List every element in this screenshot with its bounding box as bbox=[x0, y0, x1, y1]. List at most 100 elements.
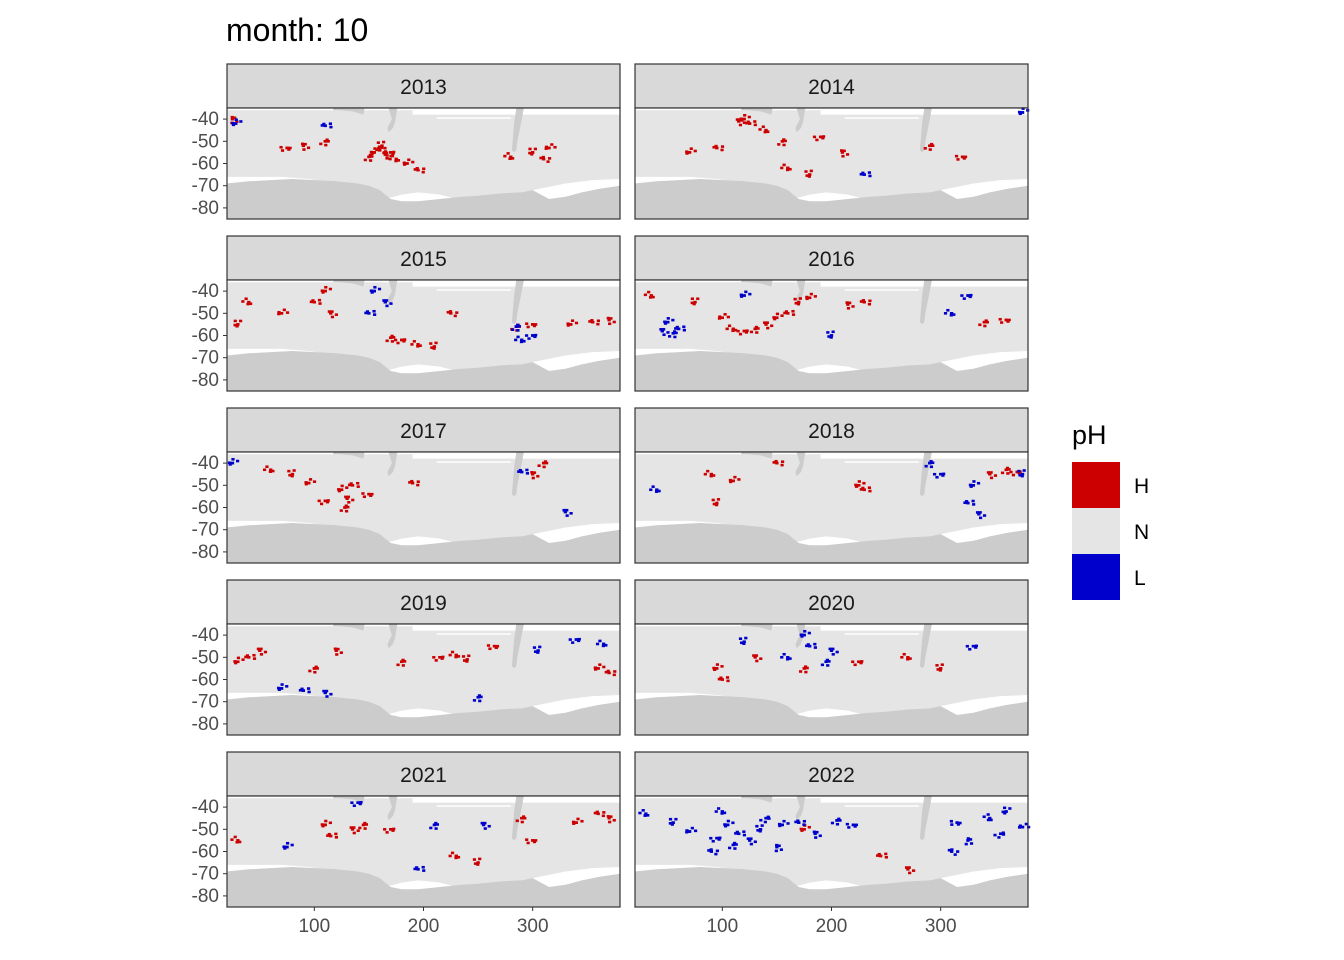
anomaly-cell-high bbox=[993, 474, 998, 477]
anomaly-cell-high bbox=[851, 660, 855, 664]
anomaly-cell-low bbox=[655, 488, 659, 492]
anomaly-cell-low bbox=[235, 459, 240, 463]
anomaly-cell-low bbox=[690, 826, 694, 830]
anomaly-cell-high bbox=[928, 144, 932, 148]
anomaly-cell-low bbox=[976, 481, 981, 485]
anomaly-cell-high bbox=[794, 301, 798, 305]
anomaly-cell-high bbox=[797, 300, 801, 304]
anomaly-cell-low bbox=[367, 312, 371, 315]
anomaly-cell-high bbox=[753, 656, 757, 659]
anomaly-cell-low bbox=[989, 818, 993, 822]
anomaly-cell-high bbox=[350, 828, 355, 831]
anomaly-cell-low bbox=[563, 510, 568, 514]
anomaly-cell-low bbox=[975, 511, 980, 514]
anomaly-cell-high bbox=[408, 481, 412, 484]
anomaly-cell-high bbox=[606, 316, 610, 320]
anomaly-cell-low bbox=[829, 334, 834, 337]
anomaly-cell-low bbox=[538, 645, 542, 649]
ocean-normal-region bbox=[635, 454, 1028, 546]
anomaly-cell-low bbox=[277, 688, 281, 691]
anomaly-cell-low bbox=[434, 821, 438, 825]
anomaly-cell-low bbox=[756, 829, 760, 832]
anomaly-cell-high bbox=[317, 298, 322, 302]
facet-strip bbox=[634, 63, 1029, 109]
anomaly-cell-high bbox=[288, 146, 292, 150]
anomaly-cell-low bbox=[825, 658, 829, 662]
anomaly-cell-low bbox=[323, 124, 327, 128]
y-tick-label: -50 bbox=[192, 819, 219, 840]
anomaly-cell-high bbox=[770, 324, 774, 328]
anomaly-cell-high bbox=[245, 654, 250, 657]
anomaly-cell-low bbox=[928, 461, 932, 465]
anomaly-cell-low bbox=[1020, 111, 1025, 114]
anomaly-cell-low bbox=[786, 656, 790, 659]
anomaly-cell-high bbox=[383, 828, 387, 831]
anomaly-cell-high bbox=[692, 302, 696, 306]
anomaly-cell-high bbox=[1007, 468, 1011, 471]
anomaly-cell-high bbox=[319, 502, 324, 506]
ocean-normal-region bbox=[227, 454, 620, 546]
anomaly-cell-high bbox=[403, 338, 407, 341]
anomaly-cell-low bbox=[487, 824, 491, 828]
antarctica-landmass bbox=[635, 867, 1028, 907]
anomaly-cell-high bbox=[279, 312, 284, 315]
anomaly-cell-high bbox=[693, 300, 697, 304]
anomaly-cell-high bbox=[400, 338, 404, 342]
anomaly-cell-high bbox=[315, 667, 319, 670]
anomaly-cell-low bbox=[660, 329, 664, 333]
legend-label-low: L bbox=[1134, 567, 1146, 590]
anomaly-cell-high bbox=[249, 302, 253, 306]
facet-strip bbox=[634, 751, 1029, 797]
anomaly-cell-high bbox=[391, 829, 395, 832]
anomaly-cell-low bbox=[476, 695, 480, 699]
anomaly-cell-low bbox=[818, 834, 822, 838]
anomaly-cell-low bbox=[744, 636, 748, 640]
anomaly-cell-high bbox=[798, 670, 803, 673]
anomaly-cell-high bbox=[904, 866, 909, 869]
australia-landmass bbox=[332, 624, 365, 631]
new-zealand-landmass bbox=[387, 108, 398, 133]
anomaly-cell-low bbox=[949, 819, 953, 823]
anomaly-cell-low bbox=[1001, 831, 1005, 835]
anomaly-cell-low bbox=[672, 330, 677, 333]
anomaly-cell-high bbox=[802, 828, 806, 831]
anomaly-cell-high bbox=[756, 327, 760, 330]
anomaly-cell-low bbox=[649, 488, 653, 492]
anomaly-cell-high bbox=[532, 471, 537, 474]
anomaly-cell-high bbox=[936, 668, 940, 671]
anomaly-cell-high bbox=[401, 658, 405, 662]
anomaly-cell-low bbox=[803, 629, 807, 633]
south-america-landmass bbox=[919, 280, 932, 325]
facet-strip-label: 2013 bbox=[400, 76, 447, 99]
anomaly-cell-high bbox=[808, 173, 812, 176]
anomaly-cell-high bbox=[840, 151, 845, 154]
anomaly-cell-low bbox=[835, 819, 839, 822]
anomaly-cell-high bbox=[369, 494, 373, 498]
anomaly-cell-high bbox=[845, 153, 850, 156]
anomaly-cell-high bbox=[733, 328, 738, 332]
anomaly-cell-low bbox=[939, 472, 943, 476]
anomaly-cell-low bbox=[413, 867, 417, 871]
anomaly-cell-high bbox=[522, 815, 526, 818]
anomaly-cell-high bbox=[985, 320, 989, 324]
anomaly-cell-low bbox=[742, 294, 746, 297]
anomaly-cell-high bbox=[416, 343, 420, 346]
anomaly-cell-high bbox=[454, 854, 458, 858]
anomaly-cell-low bbox=[862, 173, 866, 176]
anomaly-cell-low bbox=[758, 829, 762, 833]
anomaly-cell-high bbox=[998, 317, 1002, 321]
anomaly-cell-low bbox=[997, 836, 1001, 839]
anomaly-cell-high bbox=[323, 823, 327, 827]
anomaly-cell-high bbox=[456, 655, 461, 658]
anomaly-cell-high bbox=[269, 468, 273, 472]
y-tick-label: -80 bbox=[192, 714, 219, 735]
anomaly-cell-high bbox=[344, 495, 348, 499]
anomaly-cell-high bbox=[780, 463, 784, 467]
anomaly-cell-high bbox=[377, 145, 382, 149]
anomaly-cell-high bbox=[356, 485, 360, 488]
anomaly-cell-high bbox=[396, 341, 400, 345]
anomaly-cell-high bbox=[378, 148, 382, 152]
anomaly-cell-high bbox=[813, 295, 817, 298]
anomaly-cell-low bbox=[728, 846, 732, 850]
anomaly-cell-high bbox=[805, 666, 809, 670]
